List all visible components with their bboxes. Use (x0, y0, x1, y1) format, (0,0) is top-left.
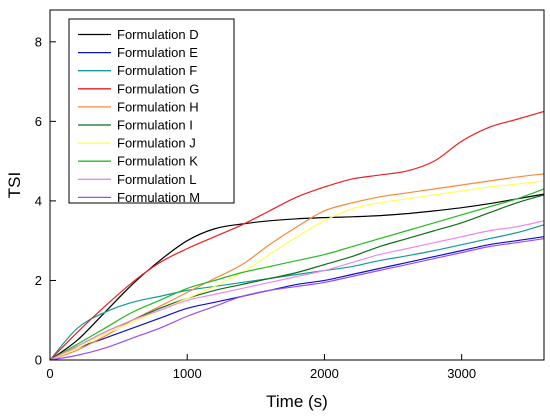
plot-frame (49, 9, 545, 361)
legend-item: Formulation G (78, 81, 199, 96)
x-axis-title: Time (s) (266, 392, 328, 411)
y-tick-label: 4 (35, 193, 42, 208)
y-axis-title: TSI (5, 172, 24, 198)
legend-label: Formulation G (117, 81, 199, 96)
legend-label: Formulation E (117, 45, 198, 60)
x-axis: 0 1000 2000 3000 (46, 354, 476, 381)
series-line-formulation-j (49, 180, 545, 361)
legend-label: Formulation H (117, 99, 199, 114)
legend-label: Formulation K (117, 154, 198, 169)
legend-item: Formulation F (78, 63, 197, 78)
legend-item: Formulation L (78, 172, 196, 187)
series-line-formulation-g (49, 110, 545, 361)
y-tick-label: 6 (35, 114, 42, 129)
y-tick-label: 0 (35, 353, 42, 368)
series-line-formulation-e (49, 236, 545, 361)
legend-label: Formulation D (117, 27, 199, 42)
legend-item: Formulation E (78, 45, 198, 60)
legend-item: Formulation K (78, 154, 198, 169)
x-tick-label: 2000 (310, 366, 339, 381)
legend-label: Formulation L (117, 172, 196, 187)
x-tick-label: 3000 (447, 366, 476, 381)
legend-item: Formulation H (78, 99, 199, 114)
y-axis: 0 2 4 6 8 (35, 34, 56, 368)
series-line-formulation-m (49, 238, 545, 361)
x-tick-label: 1000 (173, 366, 202, 381)
legend-box (68, 18, 235, 204)
legend-label: Formulation J (117, 136, 196, 151)
x-tick-label: 0 (46, 366, 53, 381)
series-line-formulation-l (49, 220, 545, 361)
series-line-formulation-d (49, 193, 545, 361)
series-line-formulation-k (49, 188, 545, 361)
y-tick-label: 2 (35, 273, 42, 288)
legend-label: Formulation F (117, 63, 197, 78)
series-layer (49, 110, 545, 361)
legend-item: Formulation D (78, 27, 199, 42)
series-line-formulation-f (49, 224, 545, 361)
legend-item: Formulation J (78, 136, 196, 151)
legend-item: Formulation I (78, 118, 193, 133)
y-tick-label: 8 (35, 34, 42, 49)
legend-label: Formulation I (117, 118, 193, 133)
legend-item: Formulation M (78, 190, 200, 205)
legend-label: Formulation M (117, 190, 200, 205)
legend: Formulation D Formulation E Formulation F F… (68, 18, 235, 205)
